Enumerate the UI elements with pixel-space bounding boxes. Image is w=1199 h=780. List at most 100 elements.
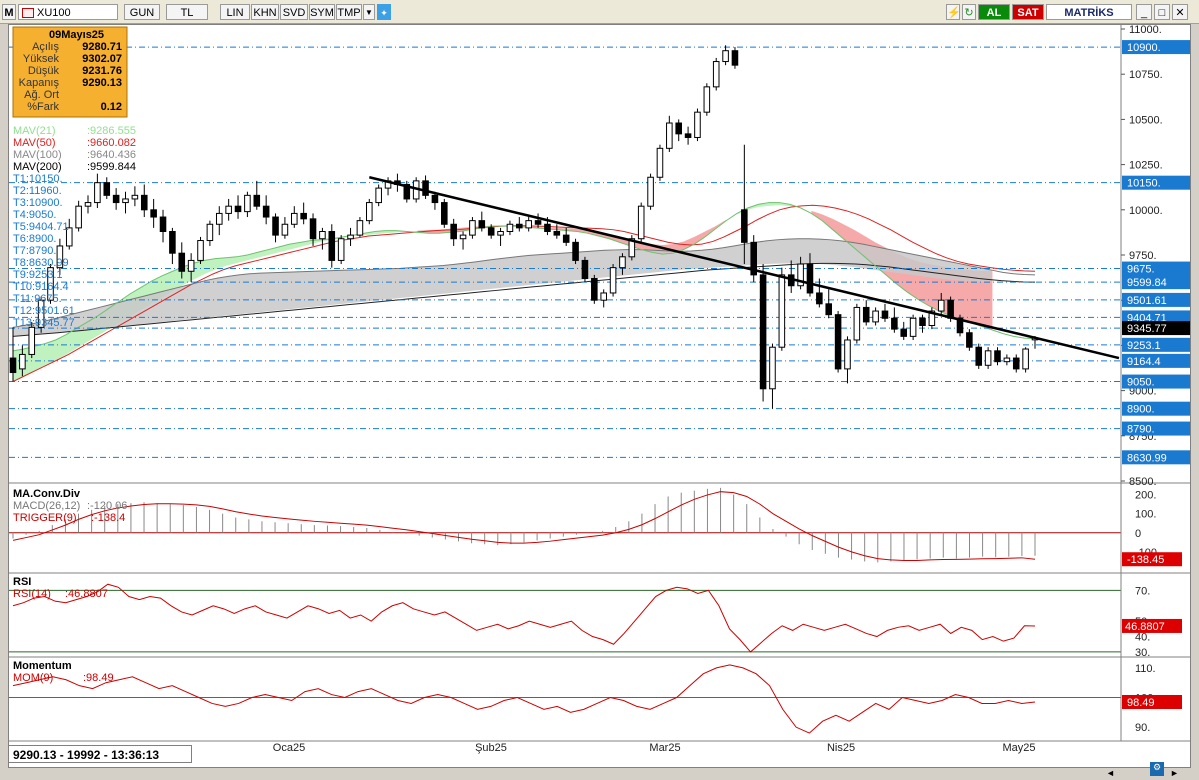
currency-button[interactable]: TL — [166, 4, 208, 20]
sell-button[interactable]: SAT — [1012, 4, 1044, 20]
candle-body — [872, 310, 879, 323]
mav-legend-label: MAV(21) — [13, 125, 56, 137]
menu-icon[interactable]: M — [2, 4, 16, 20]
candle-body — [675, 122, 682, 135]
candle-body — [19, 353, 26, 370]
price-axis-tick: 10750. — [1129, 69, 1163, 81]
candle-body — [309, 218, 317, 240]
candle-body — [731, 50, 739, 66]
candle-body — [28, 326, 36, 355]
candle-body — [984, 350, 992, 366]
level-legend-item: T3:10900. — [13, 197, 63, 209]
candle-body — [881, 310, 889, 319]
momentum-legend-label: MOM(9) — [13, 672, 53, 684]
level-legend-item: T9:9253.1 — [13, 269, 63, 281]
linear-scale-button[interactable]: LIN — [220, 4, 250, 20]
rsi-axis-tick: 40. — [1135, 632, 1150, 644]
candle-body — [366, 202, 373, 222]
candle-body — [290, 212, 298, 225]
candle-body — [441, 202, 448, 225]
candle-body — [572, 241, 579, 261]
level-legend-item: T5:9404.71 — [13, 221, 69, 233]
candle-body — [937, 299, 945, 312]
candle-body — [769, 346, 776, 390]
rsi-last-value: 46.8807 — [1125, 621, 1165, 633]
scroll-right-icon[interactable]: ► — [1170, 768, 1179, 778]
info-row-label: Kapanış — [19, 77, 60, 89]
settings-icon[interactable]: ⚙ — [1150, 762, 1164, 776]
price-level-tag — [1122, 261, 1190, 276]
candle-body — [525, 220, 532, 229]
candle-body — [628, 238, 636, 258]
level-legend-item: T6:8900. — [13, 233, 56, 245]
price-axis-tick: 9000. — [1129, 386, 1157, 398]
candle-body — [806, 263, 814, 294]
khn-button[interactable]: KHN — [251, 4, 279, 20]
info-row-value: 9280.71 — [82, 41, 122, 53]
level-legend-item: T4:9050. — [13, 209, 56, 221]
twitter-icon[interactable]: ✦ — [377, 4, 391, 20]
price-level-tag — [1122, 421, 1190, 436]
sym-button[interactable]: SYM — [309, 4, 335, 20]
minimize-icon[interactable]: _ — [1136, 4, 1152, 20]
price-level-tag — [1122, 275, 1190, 290]
candle-body — [281, 223, 289, 236]
rsi-legend-value: :46.8807 — [65, 588, 108, 600]
candle-body — [956, 317, 964, 334]
candle-body — [750, 241, 758, 276]
level-legend-item: T8:8630.99 — [13, 257, 69, 269]
momentum-axis-tick: 90. — [1135, 722, 1150, 734]
candle-body — [844, 339, 851, 370]
period-button[interactable]: GUN — [124, 4, 160, 20]
chart-canvas[interactable]: 11000.10750.10500.10250.10000.9750.9500.… — [9, 25, 1190, 767]
symbol-input[interactable]: XU100 — [18, 4, 118, 20]
dropdown-icon[interactable]: ▼ — [363, 4, 375, 20]
candle-body — [225, 205, 232, 214]
candle-body — [966, 332, 973, 348]
alarm-icon[interactable]: ⚡ — [946, 4, 961, 20]
candle-body — [94, 182, 101, 204]
candle-body — [450, 223, 457, 240]
candle-body — [722, 50, 729, 63]
candle-body — [75, 205, 82, 229]
price-level-label: 8630.99 — [1127, 452, 1167, 464]
price-level-label: 9164.4 — [1127, 356, 1161, 368]
svd-button[interactable]: SVD — [280, 4, 308, 20]
momentum-axis-tick: 110. — [1135, 663, 1156, 675]
rsi-legend-label: RSI(14) — [13, 588, 51, 600]
price-level-label: 9050. — [1127, 377, 1155, 389]
buy-button[interactable]: AL — [978, 4, 1010, 20]
candle-body — [215, 212, 223, 225]
candle-body — [816, 292, 823, 305]
candle-body — [834, 314, 842, 370]
candle-body — [891, 317, 898, 330]
scroll-left-icon[interactable]: ◄ — [1106, 768, 1115, 778]
candle-body — [431, 194, 439, 204]
template-button[interactable]: TMP — [336, 4, 362, 20]
candle-body — [994, 350, 1001, 363]
candle-body — [684, 133, 692, 138]
refresh-icon[interactable]: ↻ — [962, 4, 976, 20]
candle-body — [703, 86, 711, 113]
macd-title: MA.Conv.Div — [13, 488, 81, 500]
candle-body — [853, 306, 861, 341]
trendline[interactable] — [369, 176, 1120, 360]
price-level-tag — [1122, 353, 1190, 368]
momentum-legend-value: :98.49 — [83, 672, 114, 684]
chart-area[interactable]: 11000.10750.10500.10250.10000.9750.9500.… — [8, 24, 1191, 768]
candle-body — [666, 122, 673, 149]
level-legend-item: T1:10150. — [13, 173, 63, 185]
candle-body — [84, 202, 92, 207]
maximize-icon[interactable]: □ — [1154, 4, 1170, 20]
x-axis-label: Oca25 — [273, 742, 305, 754]
candle-body — [516, 223, 523, 229]
candle-body — [469, 220, 476, 236]
candle-body — [544, 223, 551, 232]
candle-body — [272, 216, 279, 236]
close-icon[interactable]: ✕ — [1172, 4, 1188, 20]
candle-body — [741, 209, 748, 243]
mav-band-bullish — [736, 202, 801, 215]
rsi-axis-tick: 70. — [1135, 585, 1150, 597]
price-level-tag — [1122, 401, 1190, 416]
info-row-label: Ağ. Ort — [24, 89, 59, 101]
